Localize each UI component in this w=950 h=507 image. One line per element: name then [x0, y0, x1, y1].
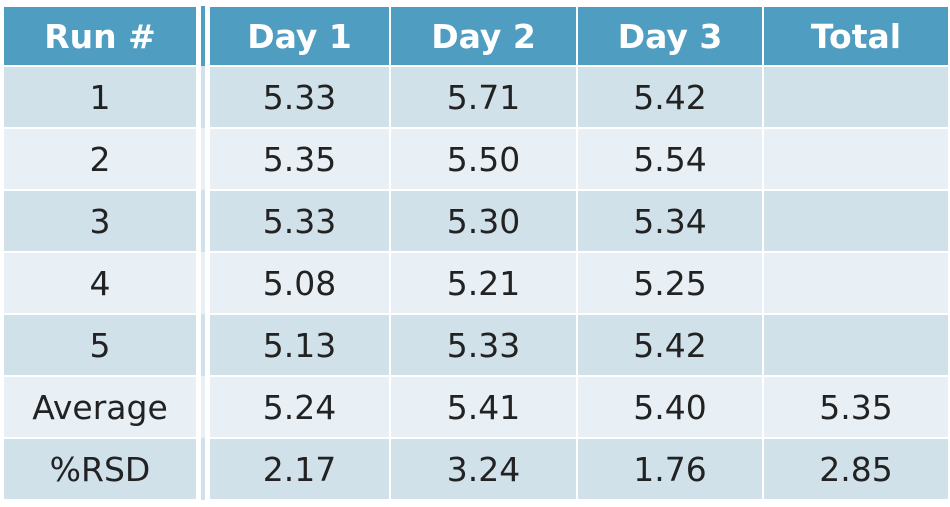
- table-cell: 5.40: [576, 375, 764, 439]
- table-cell: 5.08: [202, 251, 391, 315]
- table-body: 1 5.33 5.71 5.42 2 5.35 5.50 5.54 3 5.33 5.30 5.34 4…: [2, 65, 950, 501]
- empty-cell: [762, 65, 950, 129]
- table-cell: 2.85: [762, 437, 950, 501]
- row-label: 3: [2, 189, 210, 253]
- table-row: 3 5.33 5.30 5.34: [2, 189, 950, 253]
- row-label: 4: [2, 251, 210, 315]
- header-cell: Run #: [2, 5, 210, 67]
- table-header: Run # Day 1 Day 2 Day 3 Total: [2, 5, 950, 67]
- table-cell: 5.42: [576, 65, 764, 129]
- table-cell: 5.21: [389, 251, 578, 315]
- empty-cell: [762, 189, 950, 253]
- table-cell: 5.71: [389, 65, 578, 129]
- table-row: %RSD 2.17 3.24 1.76 2.85: [2, 437, 950, 501]
- table-cell: 5.24: [202, 375, 391, 439]
- table-row: 1 5.33 5.71 5.42: [2, 65, 950, 129]
- header-row: Run # Day 1 Day 2 Day 3 Total: [2, 5, 950, 67]
- table-cell: 5.33: [202, 65, 391, 129]
- table-cell: 5.13: [202, 313, 391, 377]
- empty-cell: [762, 313, 950, 377]
- table-cell: 5.54: [576, 127, 764, 191]
- table-cell: 5.42: [576, 313, 764, 377]
- header-cell: Day 3: [576, 5, 764, 67]
- table-cell: 5.30: [389, 189, 578, 253]
- table-row: Average 5.24 5.41 5.40 5.35: [2, 375, 950, 439]
- header-cell: Day 2: [389, 5, 578, 67]
- table-cell: 1.76: [576, 437, 764, 501]
- table-cell: 5.25: [576, 251, 764, 315]
- empty-cell: [762, 251, 950, 315]
- table-cell: 5.35: [202, 127, 391, 191]
- row-label: 1: [2, 65, 210, 129]
- row-label: 2: [2, 127, 210, 191]
- table-cell: 5.34: [576, 189, 764, 253]
- table-row: 2 5.35 5.50 5.54: [2, 127, 950, 191]
- table-cell: 5.35: [762, 375, 950, 439]
- row-label: Average: [2, 375, 210, 439]
- empty-cell: [762, 127, 950, 191]
- table-cell: 3.24: [389, 437, 578, 501]
- data-table: Run # Day 1 Day 2 Day 3 Total 1 5.33 5.71 5.42 2…: [2, 5, 950, 501]
- table-cell: 2.17: [202, 437, 391, 501]
- row-label: %RSD: [2, 437, 210, 501]
- table-row: 4 5.08 5.21 5.25: [2, 251, 950, 315]
- table-row: 5 5.13 5.33 5.42: [2, 313, 950, 377]
- row-label: 5: [2, 313, 210, 377]
- table-cell: 5.41: [389, 375, 578, 439]
- header-cell: Total: [762, 5, 950, 67]
- header-cell: Day 1: [202, 5, 391, 67]
- table-cell: 5.50: [389, 127, 578, 191]
- table-cell: 5.33: [389, 313, 578, 377]
- table-cell: 5.33: [202, 189, 391, 253]
